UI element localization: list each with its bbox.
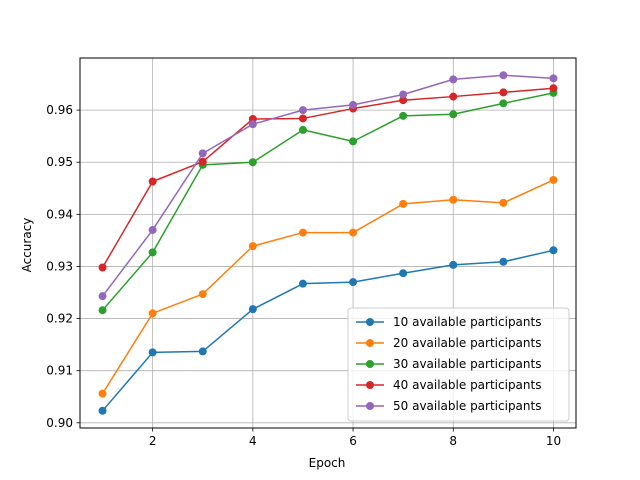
legend-item: 30 available participants bbox=[356, 357, 541, 371]
series-1 bbox=[98, 246, 558, 415]
data-point bbox=[349, 100, 358, 109]
series-lines bbox=[98, 71, 558, 415]
x-axis-label: Epoch bbox=[309, 456, 346, 470]
series-4 bbox=[98, 84, 558, 272]
data-point bbox=[298, 228, 307, 237]
data-point bbox=[449, 92, 458, 101]
data-point bbox=[549, 246, 558, 255]
data-point bbox=[98, 263, 107, 272]
data-point bbox=[399, 90, 408, 99]
legend-swatch-marker bbox=[366, 318, 374, 326]
y-tick-label: 0.96 bbox=[46, 103, 73, 117]
data-point bbox=[98, 306, 107, 315]
legend-item: 20 available participants bbox=[356, 336, 541, 350]
legend-label: 10 available participants bbox=[393, 315, 541, 329]
data-point bbox=[499, 99, 508, 108]
data-point bbox=[248, 158, 257, 167]
y-tick-label: 0.91 bbox=[46, 364, 73, 378]
data-point bbox=[148, 348, 157, 357]
series-line bbox=[101, 249, 554, 412]
data-point bbox=[449, 110, 458, 119]
data-point bbox=[148, 248, 157, 257]
data-point bbox=[449, 195, 458, 204]
series-5 bbox=[98, 71, 558, 301]
data-point bbox=[148, 225, 157, 234]
y-tick-label: 0.95 bbox=[46, 155, 73, 169]
data-point bbox=[399, 269, 408, 278]
x-tick-label: 6 bbox=[349, 434, 357, 448]
data-point bbox=[98, 292, 107, 301]
data-point bbox=[198, 347, 207, 356]
data-point bbox=[298, 106, 307, 115]
legend-box bbox=[347, 307, 570, 422]
series-2 bbox=[98, 175, 558, 398]
data-point bbox=[248, 305, 257, 314]
data-point bbox=[399, 96, 408, 105]
data-point bbox=[298, 279, 307, 288]
plot-area-frame bbox=[79, 57, 577, 429]
legend-item: 10 available participants bbox=[356, 315, 541, 329]
data-point bbox=[148, 309, 157, 318]
data-point bbox=[499, 88, 508, 97]
y-tick-label: 0.93 bbox=[46, 259, 73, 273]
data-point bbox=[549, 74, 558, 83]
data-point bbox=[198, 290, 207, 299]
legend-swatch-marker bbox=[366, 381, 374, 389]
series-line bbox=[101, 179, 554, 395]
legend-label: 50 available participants bbox=[393, 399, 541, 413]
series-line bbox=[101, 74, 554, 297]
data-point bbox=[499, 198, 508, 207]
legend-swatch-marker bbox=[366, 402, 374, 410]
legend-label: 40 available participants bbox=[393, 378, 541, 392]
series-line bbox=[101, 87, 554, 268]
data-point bbox=[98, 389, 107, 398]
legend-item: 50 available participants bbox=[356, 399, 541, 413]
legend: 10 available participants 20 available pa… bbox=[347, 307, 570, 422]
x-tick-label: 4 bbox=[249, 434, 257, 448]
data-point bbox=[399, 111, 408, 120]
data-point bbox=[298, 114, 307, 123]
series-line bbox=[101, 92, 554, 311]
data-point bbox=[148, 177, 157, 186]
data-point bbox=[349, 137, 358, 146]
y-tick-label: 0.94 bbox=[46, 207, 73, 221]
x-tick-label: 10 bbox=[546, 434, 561, 448]
data-point bbox=[549, 175, 558, 184]
data-point bbox=[549, 84, 558, 93]
data-point bbox=[449, 75, 458, 84]
legend-label: 20 available participants bbox=[393, 336, 541, 350]
legend-swatch-marker bbox=[366, 339, 374, 347]
data-point bbox=[349, 228, 358, 237]
legend-swatch-marker bbox=[366, 360, 374, 368]
x-tick-label: 2 bbox=[149, 434, 157, 448]
data-point bbox=[98, 406, 107, 415]
data-point bbox=[248, 242, 257, 251]
y-tick-label: 0.92 bbox=[46, 312, 73, 326]
legend-label: 30 available participants bbox=[393, 357, 541, 371]
x-tick-label: 8 bbox=[449, 434, 457, 448]
data-point bbox=[198, 157, 207, 166]
data-point bbox=[298, 125, 307, 134]
y-tick-label: 0.90 bbox=[46, 416, 73, 430]
data-point bbox=[248, 120, 257, 129]
data-point bbox=[449, 260, 458, 269]
y-axis-label: Accuracy bbox=[20, 218, 34, 273]
data-point bbox=[499, 71, 508, 80]
data-point bbox=[399, 199, 408, 208]
data-point bbox=[198, 149, 207, 158]
data-point bbox=[349, 278, 358, 287]
data-point bbox=[499, 257, 508, 266]
axis-ticks: 2 4 6 8 10 0.90 0.91 0.92 0.93 0.94 0.95 0.96 bbox=[46, 103, 561, 448]
legend-item: 40 available participants bbox=[356, 378, 541, 392]
grid-lines bbox=[80, 58, 576, 428]
